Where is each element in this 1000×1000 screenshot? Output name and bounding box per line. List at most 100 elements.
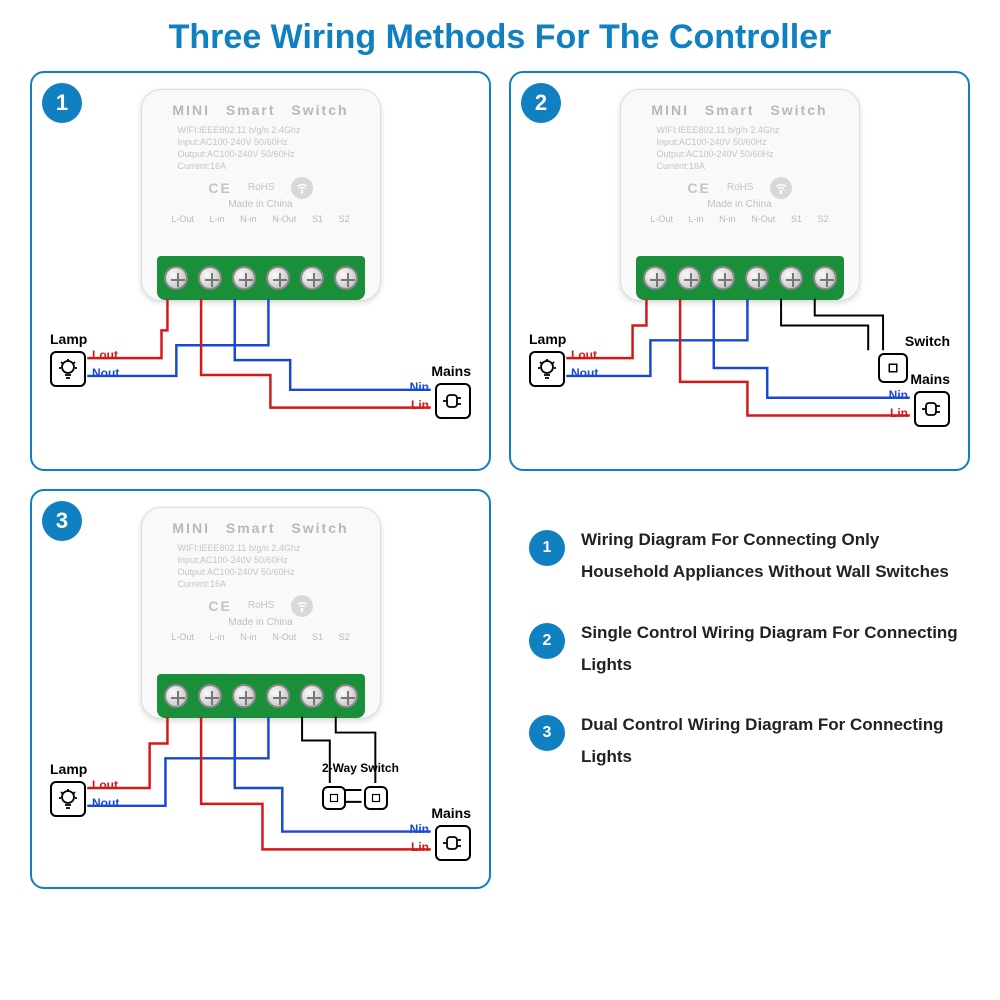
device-title: MINI Smart Switch: [156, 102, 366, 118]
made-in: Made in China: [156, 617, 366, 628]
terminal-label: S2: [818, 214, 829, 224]
panel-2: 2 MINI Smart Switch WIFI:IEEE802.11 b/g/…: [509, 71, 970, 471]
nin-label: Nin: [410, 822, 429, 836]
device-title: MINI Smart Switch: [635, 102, 845, 118]
terminal-screw: [232, 266, 256, 290]
terminal-screw: [164, 684, 188, 708]
terminal-label: N-in: [240, 632, 257, 642]
lout-label: Lout: [92, 778, 118, 792]
terminal-label: N-in: [719, 214, 736, 224]
panel-badge-3: 3: [42, 501, 82, 541]
device-spec: Output:AC100-240V 50/60Hz: [178, 566, 366, 578]
twoway-label: 2-Way Switch: [322, 761, 399, 775]
device-spec: Output:AC100-240V 50/60Hz: [657, 148, 845, 160]
nout-label: Nout: [92, 366, 119, 380]
terminal-label: L-in: [209, 214, 224, 224]
terminal-label: L-in: [209, 632, 224, 642]
switch-icon: [364, 786, 388, 810]
terminal-strip: [636, 256, 844, 300]
terminal-screw: [813, 266, 837, 290]
ce-mark: CE: [208, 598, 231, 614]
panel-1: 1 MINI Smart Switch WIFI:IEEE802.11 b/g/…: [30, 71, 491, 471]
device-module: MINI Smart Switch WIFI:IEEE802.11 b/g/n …: [141, 507, 381, 719]
legend: 1 Wiring Diagram For Connecting Only Hou…: [509, 489, 970, 889]
panel-badge-1: 1: [42, 83, 82, 123]
device-spec: Output:AC100-240V 50/60Hz: [178, 148, 366, 160]
lamp-icon: [529, 351, 565, 387]
diagram-grid: 1 MINI Smart Switch WIFI:IEEE802.11 b/g/…: [0, 71, 1000, 889]
terminal-label: S1: [791, 214, 802, 224]
legend-badge: 3: [529, 715, 565, 751]
terminal-label: L-Out: [171, 632, 194, 642]
terminal-screw: [198, 684, 222, 708]
device-title: MINI Smart Switch: [156, 520, 366, 536]
terminal-screw: [677, 266, 701, 290]
switch-label: Switch: [905, 333, 950, 349]
terminal-label: S2: [339, 632, 350, 642]
terminal-label: S1: [312, 214, 323, 224]
device-spec: Input:AC100-240V 50/60Hz: [178, 136, 366, 148]
terminal-strip: [157, 674, 365, 718]
rohs-mark: RoHS: [248, 182, 275, 193]
device-spec: Current:16A: [178, 578, 366, 590]
wifi-icon: [291, 595, 313, 617]
terminal-label: S2: [339, 214, 350, 224]
device-module: MINI Smart Switch WIFI:IEEE802.11 b/g/n …: [620, 89, 860, 301]
plug-icon: [914, 391, 950, 427]
terminal-screw: [711, 266, 735, 290]
legend-text: Wiring Diagram For Connecting Only House…: [581, 524, 960, 589]
device-spec: Current:16A: [657, 160, 845, 172]
terminal-screw: [232, 684, 256, 708]
panel-3: 3 MINI Smart Switch WIFI:IEEE802.11 b/g/…: [30, 489, 491, 889]
terminal-label: L-in: [688, 214, 703, 224]
wifi-icon: [291, 177, 313, 199]
lamp-label: Lamp: [529, 331, 566, 347]
legend-text: Dual Control Wiring Diagram For Connecti…: [581, 709, 960, 774]
made-in: Made in China: [635, 199, 845, 210]
lin-label: Lin: [411, 840, 429, 854]
device-spec: Current:16A: [178, 160, 366, 172]
lamp-icon: [50, 781, 86, 817]
switch-icon: [878, 353, 908, 383]
nin-label: Nin: [410, 380, 429, 394]
mains-label: Mains: [431, 805, 471, 821]
mains-label: Mains: [910, 371, 950, 387]
terminal-screw: [266, 684, 290, 708]
lout-label: Lout: [571, 348, 597, 362]
lamp-label: Lamp: [50, 331, 87, 347]
terminal-screw: [643, 266, 667, 290]
device-spec: Input:AC100-240V 50/60Hz: [657, 136, 845, 148]
terminal-screw: [164, 266, 188, 290]
legend-badge: 2: [529, 623, 565, 659]
terminal-label: S1: [312, 632, 323, 642]
device-module: MINI Smart Switch WIFI:IEEE802.11 b/g/n …: [141, 89, 381, 301]
terminal-screw: [266, 266, 290, 290]
nin-label: Nin: [889, 388, 908, 402]
legend-badge: 1: [529, 530, 565, 566]
legend-item: 2 Single Control Wiring Diagram For Conn…: [529, 617, 960, 682]
panel-badge-2: 2: [521, 83, 561, 123]
lamp-label: Lamp: [50, 761, 87, 777]
device-spec: WIFI:IEEE802.11 b/g/n 2.4Ghz: [178, 542, 366, 554]
terminal-screw: [334, 684, 358, 708]
ce-mark: CE: [208, 180, 231, 196]
device-spec: WIFI:IEEE802.11 b/g/n 2.4Ghz: [178, 124, 366, 136]
wifi-icon: [770, 177, 792, 199]
terminal-label: N-Out: [272, 632, 296, 642]
terminal-screw: [300, 266, 324, 290]
mains-label: Mains: [431, 363, 471, 379]
made-in: Made in China: [156, 199, 366, 210]
terminal-screw: [779, 266, 803, 290]
terminal-label: L-Out: [171, 214, 194, 224]
plug-icon: [435, 825, 471, 861]
terminal-label: N-in: [240, 214, 257, 224]
lamp-icon: [50, 351, 86, 387]
terminal-strip: [157, 256, 365, 300]
rohs-mark: RoHS: [727, 182, 754, 193]
legend-item: 3 Dual Control Wiring Diagram For Connec…: [529, 709, 960, 774]
legend-item: 1 Wiring Diagram For Connecting Only Hou…: [529, 524, 960, 589]
terminal-label: N-Out: [751, 214, 775, 224]
nout-label: Nout: [571, 366, 598, 380]
terminal-label: L-Out: [650, 214, 673, 224]
nout-label: Nout: [92, 796, 119, 810]
